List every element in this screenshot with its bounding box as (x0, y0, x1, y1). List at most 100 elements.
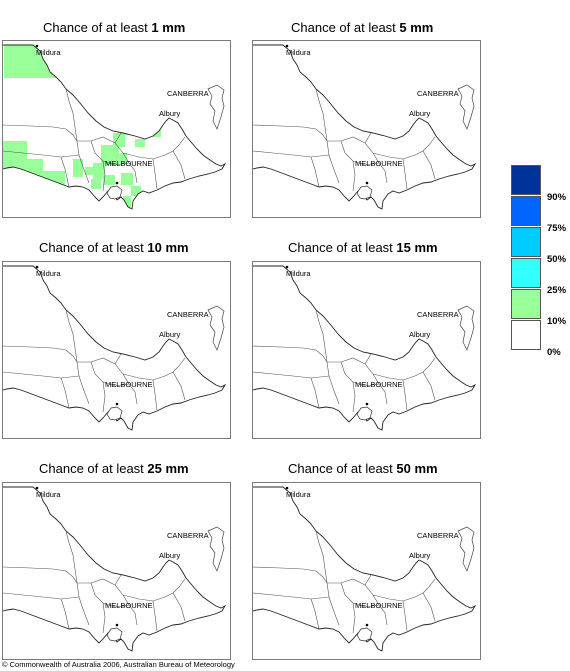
port-phillip-bay (106, 406, 123, 421)
district-boundary (3, 345, 78, 363)
legend-swatch-10 (511, 289, 541, 319)
map-drawing: Mildura CANBERRA Albury MELBOURNE (253, 265, 477, 431)
map-drawing: Mildura CANBERRA Albury MELBOURNE (253, 44, 477, 210)
district-boundary (178, 578, 186, 588)
district-boundary (378, 604, 388, 626)
legend-swatch-90 (511, 165, 541, 195)
rain-probability-cell (117, 153, 127, 163)
district-boundary (364, 353, 372, 365)
district-boundary (178, 357, 186, 367)
district-boundary (402, 158, 408, 190)
district-boundary (364, 132, 372, 144)
district-boundary (90, 140, 106, 192)
district-boundary (152, 600, 158, 632)
city-label-melbourne: MELBOURNE (105, 159, 153, 168)
city-marker (285, 486, 289, 490)
rain-probability-cell (91, 179, 101, 189)
district-boundary (253, 345, 328, 363)
district-boundary (428, 578, 436, 588)
city-label-melbourne: MELBOURNE (105, 601, 153, 610)
district-boundary (60, 377, 70, 409)
city-label-albury: Albury (409, 551, 431, 560)
act-border (207, 84, 225, 130)
rain-probability-cell (93, 163, 105, 179)
act-border (207, 305, 225, 351)
district-boundary (253, 592, 330, 600)
city-label-albury: Albury (409, 330, 431, 339)
city-marker (365, 402, 369, 406)
city-marker (365, 181, 369, 185)
act-border (207, 526, 225, 572)
rain-probability-cell (133, 45, 141, 49)
district-boundary (327, 578, 380, 606)
district-boundary (422, 592, 436, 622)
district-boundary (428, 357, 436, 367)
rain-probability-cell (135, 139, 145, 147)
city-label-melbourne: MELBOURNE (355, 380, 403, 389)
district-boundary (128, 162, 138, 184)
district-boundary (253, 566, 328, 584)
district-boundary (364, 574, 372, 586)
map-10mm: Mildura CANBERRA Albury MELBOURNE (2, 261, 231, 439)
district-boundary (372, 144, 430, 160)
district-boundary (3, 150, 80, 158)
district-boundary (65, 309, 90, 405)
rain-probability-cell (4, 45, 67, 78)
district-boundary (178, 136, 186, 146)
district-boundary (372, 586, 430, 602)
district-boundary (152, 379, 158, 411)
rain-probability-cell (101, 145, 119, 165)
district-boundary (340, 582, 356, 634)
district-boundary (122, 365, 180, 381)
district-boundary (310, 598, 320, 630)
district-boundary (102, 602, 130, 608)
rain-probability-cell (121, 47, 129, 55)
city-label-albury: Albury (159, 109, 181, 118)
district-boundary (402, 600, 408, 632)
city-marker (285, 265, 289, 269)
district-boundary (315, 88, 340, 184)
city-marker (115, 623, 119, 627)
map-15mm: Mildura CANBERRA Albury MELBOURNE (252, 261, 481, 439)
coastline-border (253, 265, 477, 431)
map-drawing: Mildura CANBERRA Albury MELBOURNE (3, 44, 227, 210)
legend-label-50: 50% (547, 254, 567, 265)
rain-probability-cell (39, 171, 65, 185)
city-label-mildura: Mildura (286, 490, 311, 499)
legend-label-25: 25% (547, 285, 567, 296)
district-boundary (90, 361, 106, 413)
map-drawing: Mildura CANBERRA Albury MELBOURNE (3, 265, 227, 431)
district-boundary (340, 361, 356, 413)
district-boundary (3, 124, 78, 142)
district-boundary (128, 383, 138, 405)
panel-title-15mm: Chance of at least 15 mm (288, 240, 438, 255)
district-boundary (352, 602, 380, 608)
city-label-mildura: Mildura (286, 269, 311, 278)
map-25mm: Mildura CANBERRA Albury MELBOURNE (2, 482, 231, 660)
rain-probability-cell (73, 159, 83, 177)
rain-probability-cell (113, 133, 125, 147)
coastline-border (253, 486, 477, 652)
district-boundary (90, 582, 106, 634)
city-marker (365, 623, 369, 627)
city-label-albury: Albury (159, 330, 181, 339)
city-marker (35, 486, 39, 490)
district-boundary (327, 357, 380, 385)
map-50mm: Mildura CANBERRA Albury MELBOURNE (252, 482, 481, 660)
district-boundary (352, 160, 380, 166)
port-phillip-bay (356, 185, 373, 200)
district-boundary (60, 598, 70, 630)
map-5mm: Mildura CANBERRA Albury MELBOURNE (252, 40, 481, 218)
act-border (457, 84, 475, 130)
city-label-albury: Albury (409, 109, 431, 118)
city-label-mildura: Mildura (36, 490, 61, 499)
port-phillip-bay (356, 406, 373, 421)
act-border (457, 305, 475, 351)
legend-label-90: 90% (547, 192, 567, 203)
district-boundary (77, 136, 130, 164)
panel-title-50mm: Chance of at least 50 mm (288, 461, 438, 476)
district-boundary (422, 371, 436, 401)
district-boundary (114, 574, 122, 586)
city-label-mildura: Mildura (36, 269, 61, 278)
legend-label-0: 0% (547, 347, 561, 358)
